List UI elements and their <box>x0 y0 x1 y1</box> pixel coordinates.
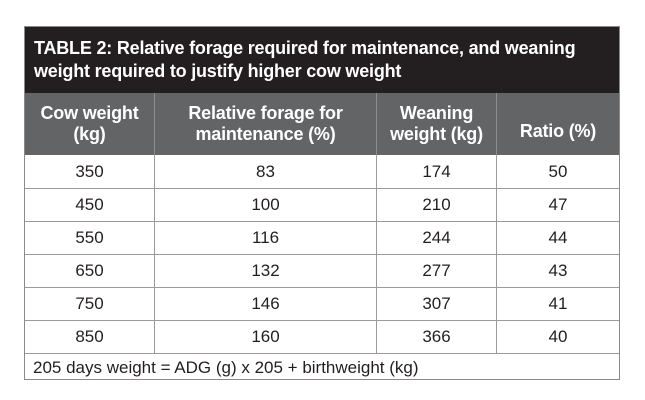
table-row: 550 116 244 44 <box>25 221 619 254</box>
cell-cow-weight: 350 <box>75 161 104 181</box>
cell-ratio: 40 <box>496 321 619 353</box>
cell-ratio: 44 <box>496 222 619 254</box>
header-relative-forage-line-2: maintenance (%) <box>195 124 336 144</box>
cell-relative-forage: 160 <box>154 321 376 353</box>
header-relative-forage: Relative forage for maintenance (%) <box>154 93 376 155</box>
cell-relative-forage: 116 <box>154 222 376 254</box>
cell-relative-forage: 83 <box>154 155 376 188</box>
cell-weaning-weight: 277 <box>376 255 496 287</box>
table-header-row: Cow weight (kg) Relative forage for main… <box>25 93 619 155</box>
cell-relative-forage: 100 <box>154 189 376 221</box>
header-cow-weight-line-2: (kg) <box>73 124 106 144</box>
header-ratio-label: Ratio (%) <box>519 120 597 141</box>
table-row: 450 100 210 47 <box>25 188 619 221</box>
cell-weaning-weight: 244 <box>376 222 496 254</box>
cell-relative-forage: 132 <box>154 255 376 287</box>
cell-weaning-weight: 366 <box>376 321 496 353</box>
table-title-line-2: weight required to justify higher cow we… <box>34 61 402 81</box>
table-row: 850 160 366 40 <box>25 320 619 353</box>
cell-relative-forage: 146 <box>154 288 376 320</box>
header-weaning-weight-line-1: Weaning <box>399 103 474 123</box>
header-ratio: Ratio (%) <box>496 93 619 155</box>
cell-weaning-weight: 307 <box>376 288 496 320</box>
cell-cow-weight: 450 <box>75 195 104 214</box>
cell-cow-weight: 650 <box>75 261 104 280</box>
cell-cow-weight: 850 <box>75 327 104 346</box>
header-weaning-weight: Weaning weight (kg) <box>376 93 496 155</box>
table-body: 350 83 174 50 450 100 210 47 550 116 244… <box>25 155 619 353</box>
table-footnote: 205 days weight = ADG (g) x 205 + birthw… <box>25 353 619 381</box>
cell-cow-weight: 550 <box>75 228 104 247</box>
cell-ratio: 50 <box>496 155 619 188</box>
data-table: TABLE 2: Relative forage required for ma… <box>24 26 620 380</box>
cell-ratio: 43 <box>496 255 619 287</box>
cell-ratio: 47 <box>496 189 619 221</box>
cell-weaning-weight: 210 <box>376 189 496 221</box>
cell-weaning-weight: 174 <box>376 155 496 188</box>
table-title: TABLE 2: Relative forage required for ma… <box>25 27 619 93</box>
cell-ratio: 41 <box>496 288 619 320</box>
header-cow-weight: Cow weight (kg) <box>25 93 154 155</box>
table-row: 350 83 174 50 <box>25 155 619 188</box>
table-title-line-1: TABLE 2: Relative forage required for ma… <box>34 38 576 58</box>
header-cow-weight-line-1: Cow weight <box>40 103 139 123</box>
cell-cow-weight: 750 <box>75 294 104 313</box>
table-row: 750 146 307 41 <box>25 287 619 320</box>
table-row: 650 132 277 43 <box>25 254 619 287</box>
header-relative-forage-line-1: Relative forage for <box>188 103 343 123</box>
header-weaning-weight-line-2: weight (kg) <box>390 124 483 144</box>
